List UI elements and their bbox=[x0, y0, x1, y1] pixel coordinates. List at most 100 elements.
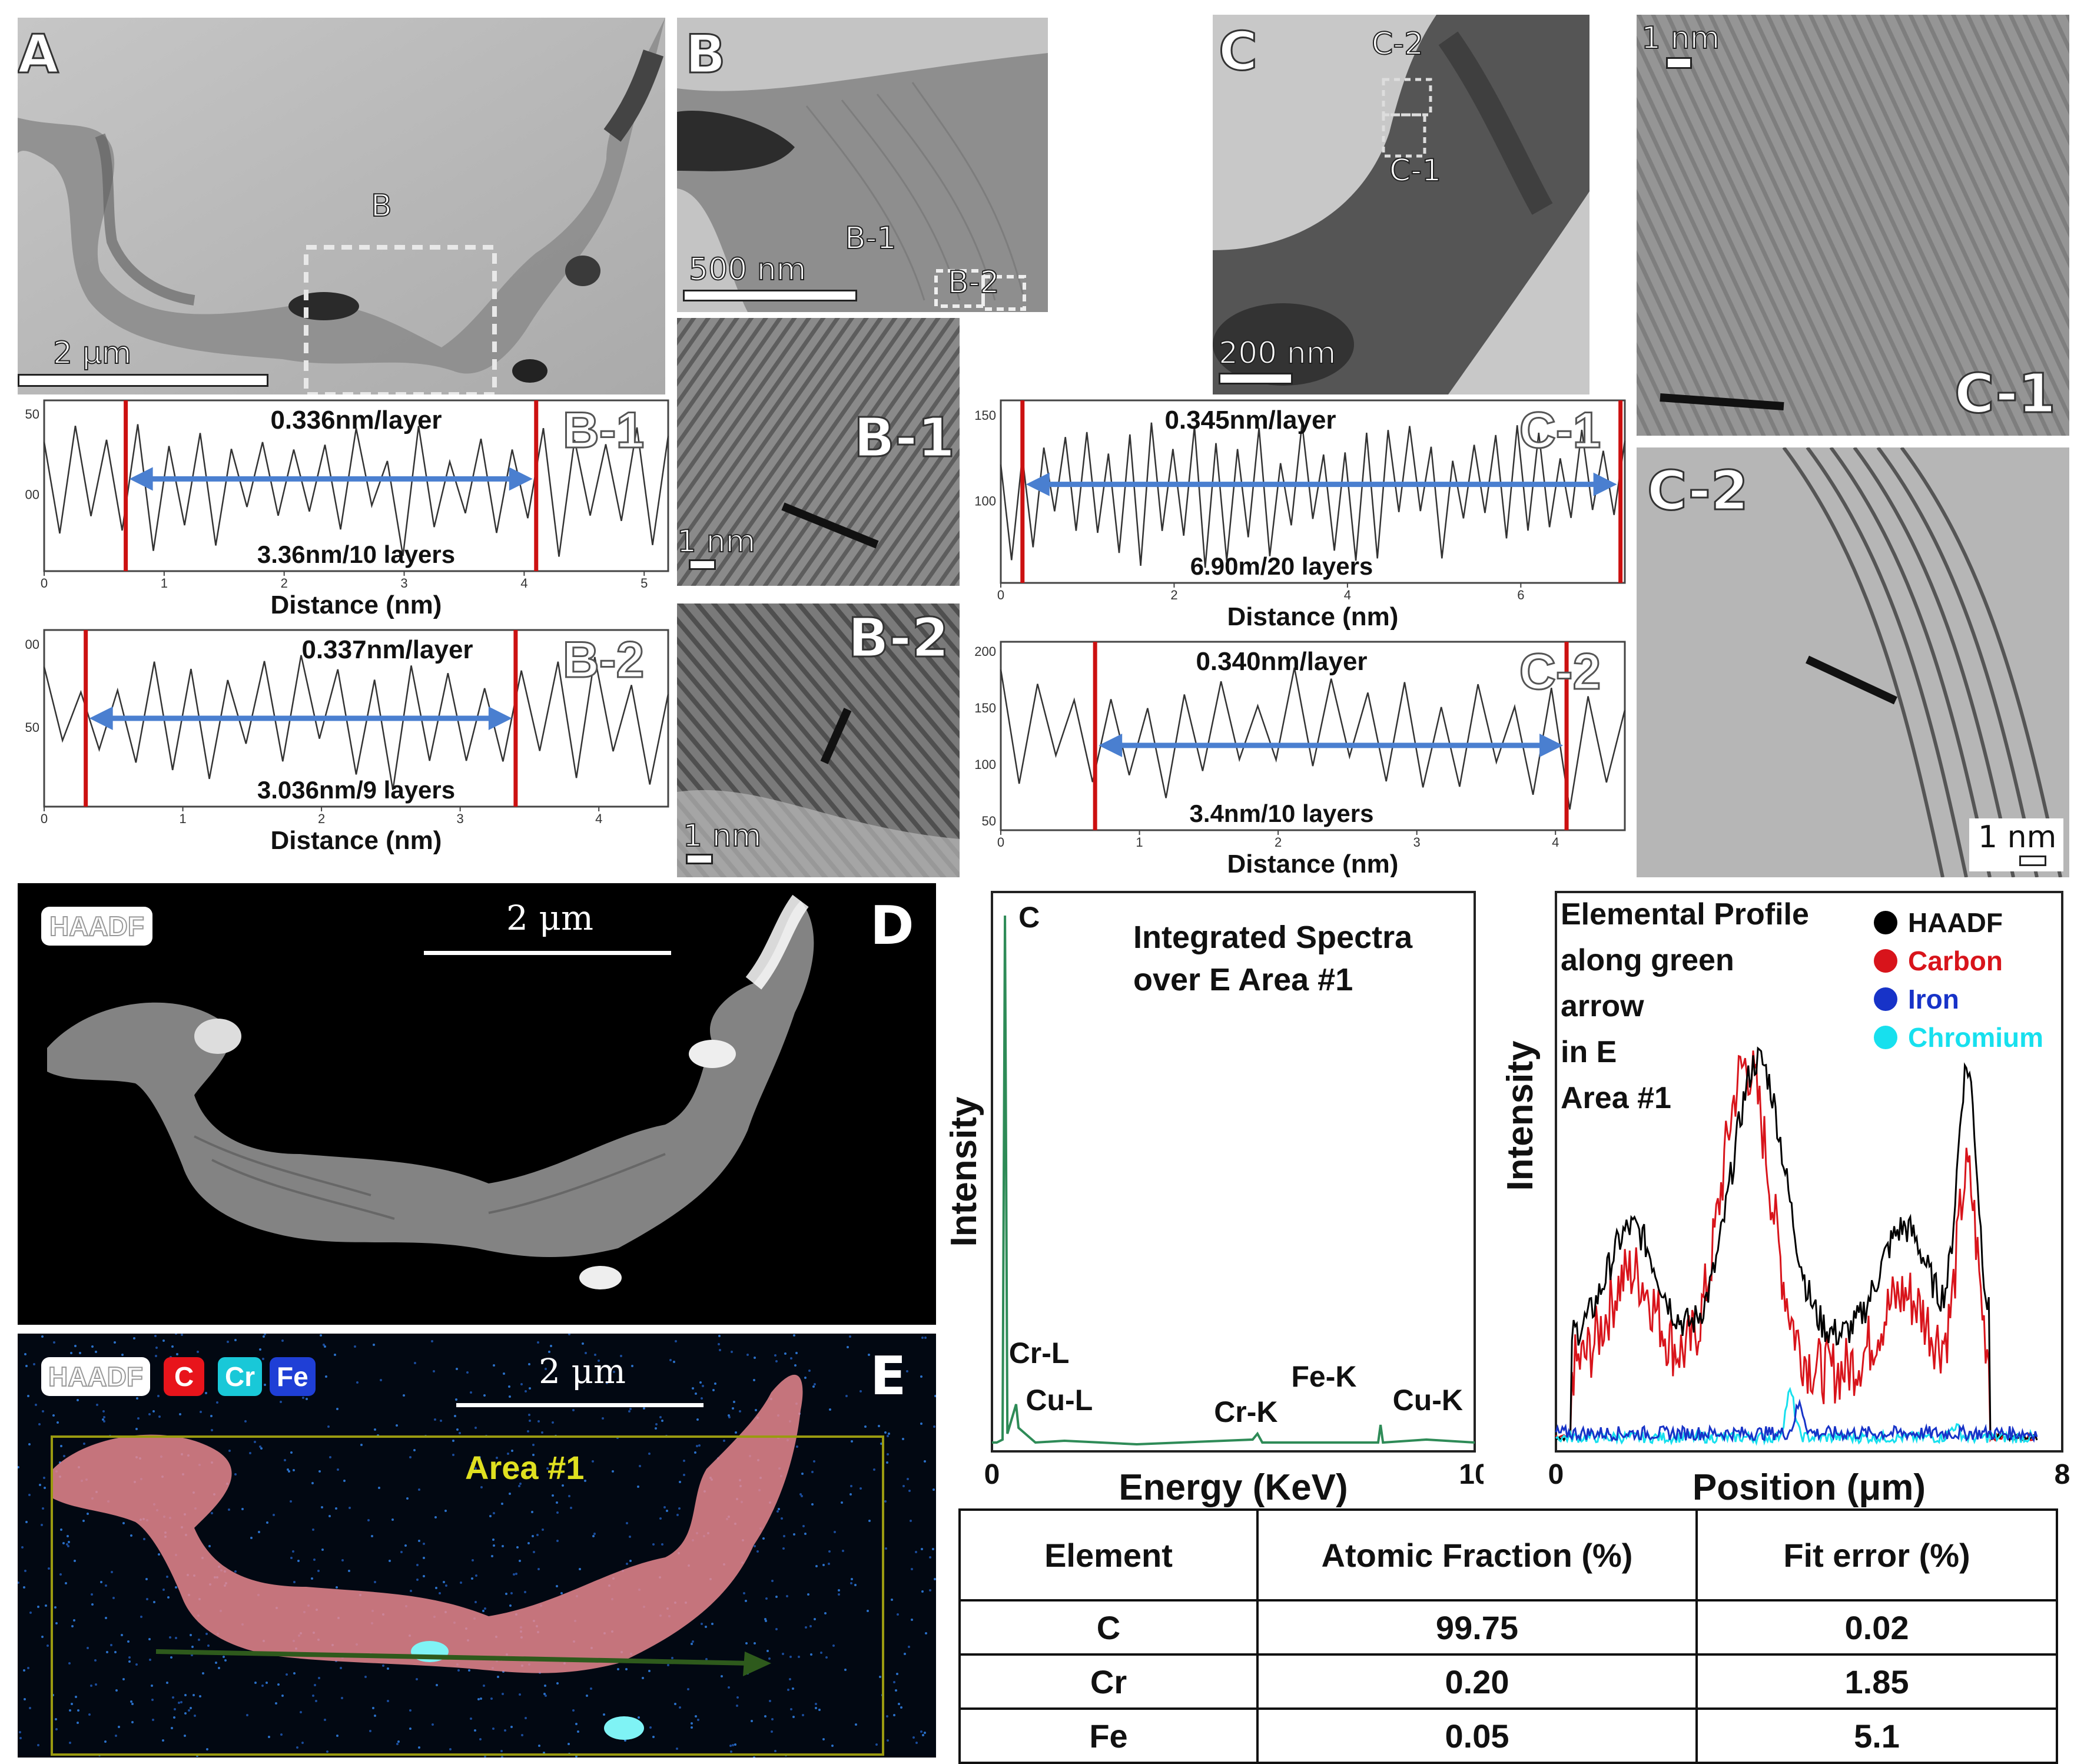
x-tick-label: 4 bbox=[520, 576, 527, 591]
y-tick-label: 50 bbox=[25, 407, 39, 422]
b1-image-label: B-1 bbox=[852, 406, 955, 470]
profile-annotation: 3.036nm/9 layers bbox=[257, 776, 455, 804]
panel-c-scalebar-label: 200 nm bbox=[1218, 335, 1336, 372]
y-tick-label: 150 bbox=[974, 701, 996, 715]
panel-b-scalebar-label: 500 nm bbox=[688, 251, 807, 288]
panel-d-scalebar bbox=[424, 951, 671, 955]
x-tick-label: 6 bbox=[1517, 588, 1524, 602]
span-arrow-head-left bbox=[129, 467, 153, 491]
eds-x-axis-label: Energy (KeV) bbox=[1119, 1467, 1348, 1508]
panel-e-c-tag: C bbox=[164, 1357, 205, 1396]
table-header-atomic-fraction: Atomic Fraction (%) bbox=[1256, 1508, 1698, 1601]
x-tick-label: 2 bbox=[1275, 835, 1282, 850]
b2-scalebar-label: 1 nm bbox=[682, 818, 762, 854]
profile-panel-label: B-1 bbox=[563, 402, 645, 459]
y-tick-label: 100 bbox=[974, 757, 996, 772]
table-header-element: Element bbox=[958, 1508, 1259, 1601]
span-arrow-head-right bbox=[1593, 472, 1617, 496]
x-tick-label: 1 bbox=[1136, 835, 1143, 850]
table-cell: 0.20 bbox=[1256, 1653, 1698, 1710]
profile-title-line: Elemental Profile bbox=[1561, 897, 1809, 931]
table-header-row: Element Atomic Fraction (%) Fit error (%… bbox=[958, 1508, 2058, 1601]
b1-lattice bbox=[677, 318, 960, 586]
profile-panel-label: C-1 bbox=[1519, 402, 1601, 459]
c1-scalebar bbox=[1666, 57, 1692, 69]
table-cell: 0.05 bbox=[1256, 1707, 1698, 1764]
x-tick-label: 0 bbox=[41, 576, 48, 591]
table-row: Fe 0.05 5.1 bbox=[958, 1707, 2058, 1764]
legend-iron-label: Iron bbox=[1908, 984, 1959, 1014]
profile-panel-label: C-2 bbox=[1519, 644, 1601, 700]
x-tick-label: 0 bbox=[997, 588, 1004, 602]
legend-carbon-label: Carbon bbox=[1908, 946, 2003, 976]
eds-peak-label: Cu-L bbox=[1026, 1384, 1093, 1417]
profile-x-tick-label: 0 bbox=[1548, 1459, 1564, 1490]
panel-e-cr-tag: Cr bbox=[218, 1357, 263, 1396]
x-tick-label: 4 bbox=[595, 811, 602, 826]
profile-title: 0.345nm/layer bbox=[1164, 406, 1336, 435]
panel-a-tem-image: A B 2 μm bbox=[18, 18, 665, 394]
panel-c-letter: C bbox=[1217, 20, 1258, 84]
panel-a-specimen bbox=[18, 18, 665, 394]
c2-hrtem-image: C-2 1 nm bbox=[1637, 447, 2069, 877]
y-tick-label: 50 bbox=[982, 814, 996, 828]
y-tick-label: 100 bbox=[974, 494, 996, 509]
eds-x-tick-label: 0 bbox=[984, 1459, 1000, 1490]
x-tick-label: 3 bbox=[400, 576, 407, 591]
eds-title-line: Integrated Spectra bbox=[1133, 920, 1413, 955]
table-cell: 5.1 bbox=[1695, 1707, 2058, 1764]
b1-scalebar-label: 1 nm bbox=[677, 523, 756, 560]
eds-plot-frame bbox=[991, 891, 1476, 1453]
y-tick-label: 50 bbox=[25, 720, 39, 735]
c1-lattice bbox=[1637, 15, 2069, 436]
panel-a-scalebar-label: 2 μm bbox=[52, 335, 132, 372]
span-arrow-head-left bbox=[1026, 472, 1050, 496]
table-cell: Cr bbox=[958, 1653, 1259, 1710]
profile-annotation: 3.36nm/10 layers bbox=[257, 541, 455, 568]
panel-e-eds-map: HAADF C Cr Fe 2 μm E Area #1 bbox=[18, 1334, 936, 1758]
b2-hrtem-image: B-2 1 nm bbox=[677, 604, 960, 877]
panel-c-tem-image: C C-2 C-1 200 nm bbox=[1213, 15, 1589, 394]
iron-series-line bbox=[1555, 1398, 2038, 1443]
c2-scalebar-label: 1 nm bbox=[1978, 820, 2057, 855]
y-tick-label: 200 bbox=[974, 644, 996, 659]
panel-c-specimen bbox=[1213, 15, 1589, 394]
eds-spectrum-trace bbox=[992, 915, 1475, 1446]
profile-annotation: 3.4nm/10 layers bbox=[1190, 800, 1374, 827]
b1-line-profile-chart: 0.336nm/layer 3.36nm/10 layers B-1 0 1 2 3 4 5 50… bbox=[25, 399, 669, 619]
panel-a-scalebar bbox=[18, 374, 268, 387]
eds-title-line: over E Area #1 bbox=[1133, 962, 1353, 997]
profile-x-axis-label: Position (μm) bbox=[1693, 1467, 1926, 1508]
panel-d-haadf-image: HAADF 2 μm D bbox=[18, 883, 936, 1325]
span-arrow-head-left bbox=[89, 707, 113, 730]
panel-b-scalebar bbox=[683, 290, 857, 301]
x-axis-label: Distance (nm) bbox=[1227, 850, 1399, 877]
b1-hrtem-image: B-1 1 nm bbox=[677, 318, 960, 586]
eds-peak-label: Cu-K bbox=[1393, 1384, 1463, 1417]
x-tick-label: 2 bbox=[1170, 588, 1177, 602]
profile-trace bbox=[1000, 422, 1626, 568]
eds-y-axis-label: Intensity bbox=[944, 1096, 984, 1246]
x-tick-label: 4 bbox=[1344, 588, 1351, 602]
x-tick-label: 0 bbox=[41, 811, 48, 826]
x-tick-label: 3 bbox=[457, 811, 464, 826]
profile-title-line: along green bbox=[1561, 943, 1734, 977]
c2-line-profile-chart: 0.340nm/layer 3.4nm/10 layers C-2 0 1 2 3 4 200 1… bbox=[974, 641, 1626, 877]
carbon-series-line bbox=[1555, 1050, 2037, 1443]
c2-scalebar bbox=[2019, 856, 2046, 866]
table-row: Cr 0.20 1.85 bbox=[958, 1653, 2058, 1710]
b2-scalebar bbox=[686, 854, 713, 864]
profile-title: 0.336nm/layer bbox=[270, 406, 442, 435]
panel-d-haadf-tag: HAADF bbox=[41, 907, 152, 946]
eds-peak-label: Cr-K bbox=[1214, 1395, 1277, 1428]
legend-iron-marker bbox=[1874, 987, 1897, 1011]
panel-e-scalebar-label: 2 μm bbox=[539, 1351, 626, 1391]
y-tick-label: 00 bbox=[25, 488, 39, 502]
table-cell: C bbox=[958, 1599, 1259, 1656]
panel-b-letter: B bbox=[685, 23, 727, 87]
panel-d-letter: D bbox=[870, 895, 914, 957]
y-tick-label: 150 bbox=[974, 408, 996, 423]
x-tick-label: 5 bbox=[641, 576, 648, 591]
x-axis-label: Distance (nm) bbox=[271, 591, 442, 619]
span-arrow-head-right bbox=[1539, 734, 1564, 757]
